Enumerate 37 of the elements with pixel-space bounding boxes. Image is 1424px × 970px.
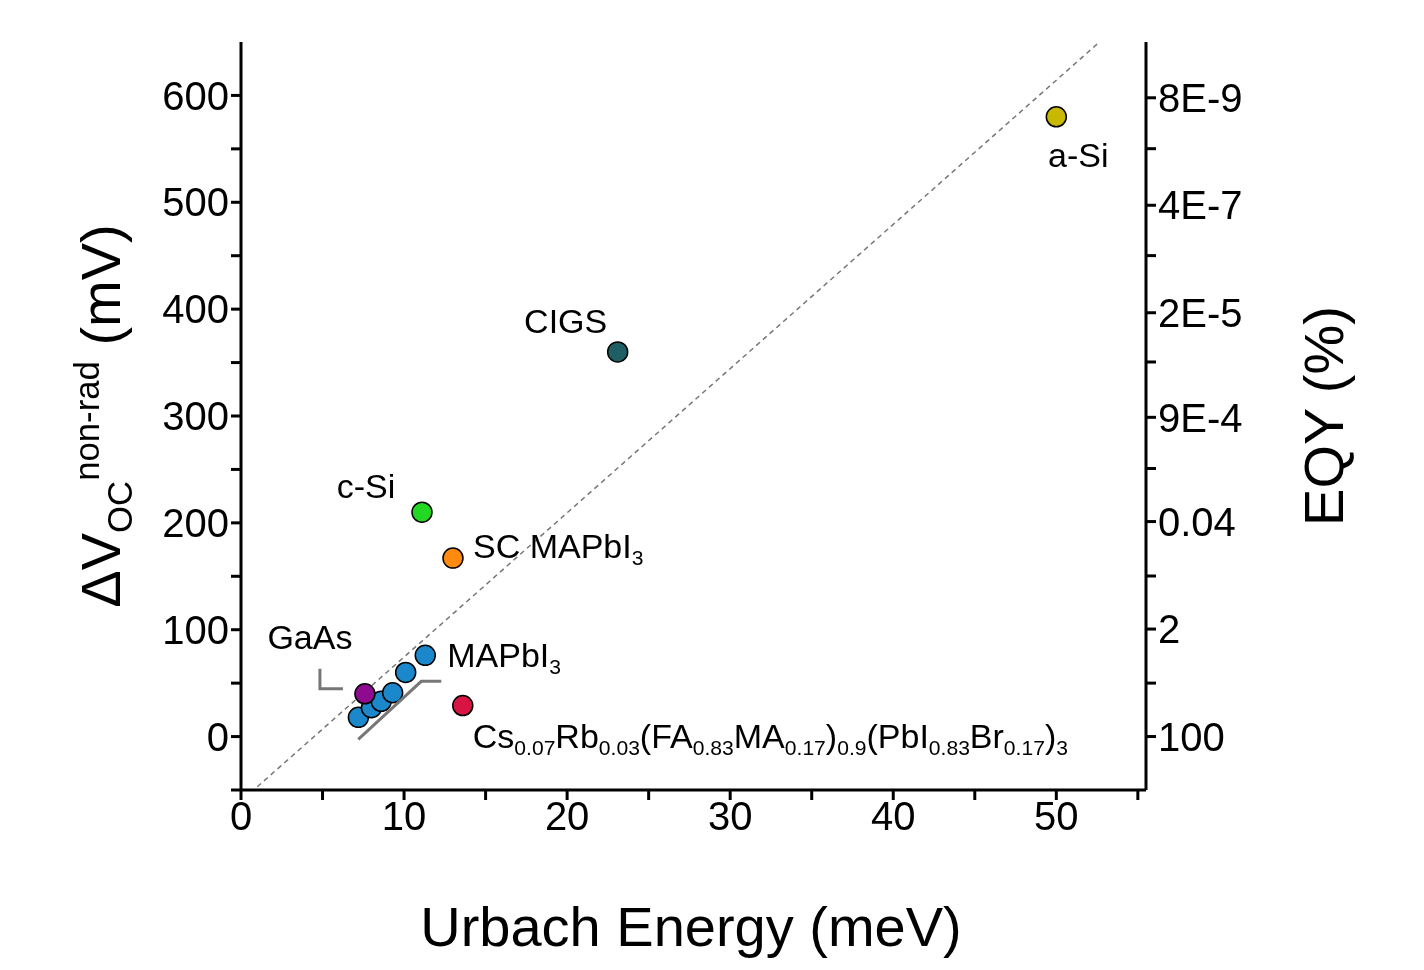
y2-tick-label: 0.04 <box>1158 499 1236 544</box>
x-tick-label: 40 <box>871 794 916 839</box>
y-tick-label: 0 <box>206 714 229 759</box>
series-label: CIGS <box>524 301 608 340</box>
point <box>414 644 437 667</box>
y-tick-label: 300 <box>162 394 229 439</box>
point <box>1045 106 1068 128</box>
point <box>381 682 404 704</box>
y-tick-label: 200 <box>162 501 229 546</box>
x-tick-label: 50 <box>1034 794 1079 839</box>
y2-tick-label: 2E-5 <box>1158 290 1243 335</box>
y-tick-label: 100 <box>162 607 229 652</box>
series-label: c-Si <box>336 467 396 506</box>
y2-axis-title: EQY (%) <box>1292 306 1355 526</box>
y2-tick-label: 2 <box>1158 607 1181 652</box>
y-tick-label: 600 <box>162 73 229 118</box>
x-tick-label: 10 <box>381 794 427 839</box>
x-axis-title: Urbach Energy (meV) <box>420 895 962 958</box>
y-tick-label: 400 <box>162 287 229 332</box>
x-tick-label: 20 <box>544 794 590 839</box>
y2-tick-label: 8E-9 <box>1158 75 1243 120</box>
point <box>452 694 474 717</box>
series-label: a-Si <box>1048 135 1109 174</box>
point <box>354 683 376 705</box>
point <box>394 661 417 684</box>
series-label: GaAs <box>267 617 353 656</box>
y2-tick-label: 100 <box>1158 714 1225 759</box>
y2-tick-label: 9E-4 <box>1158 395 1243 440</box>
y-tick-label: 500 <box>162 180 229 225</box>
x-tick-label: 30 <box>707 794 753 839</box>
point <box>411 501 433 523</box>
series-label: MAPbI$_{3}$ <box>447 636 562 679</box>
series-label: SC MAPbI$_{3}$ <box>472 527 644 570</box>
point <box>606 341 629 363</box>
point <box>442 547 464 569</box>
y2-tick-label: 4E-7 <box>1158 183 1243 228</box>
text: Cs$_{0.07}$Rb$_{0.03}$(FA$_{0.83}$MA$_{0.17}$)$_{0.9}$(PbI$_{0.83}$Br$_{0.17}$)$_{3}$ <box>472 716 1068 759</box>
